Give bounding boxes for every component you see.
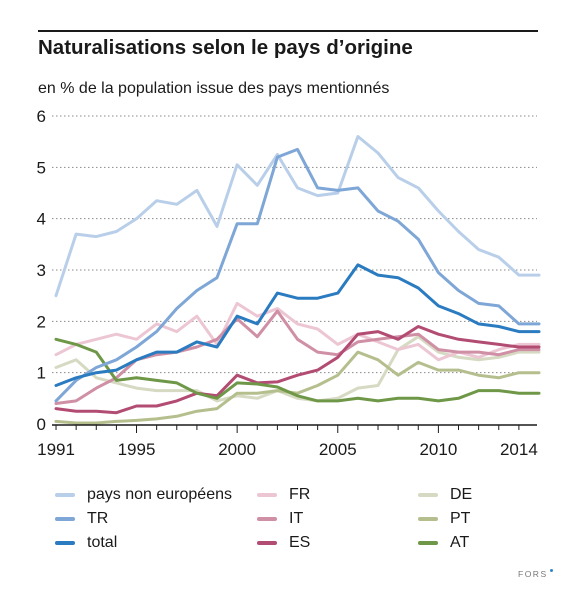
brand-dot-icon bbox=[549, 569, 553, 572]
y-axis-ticks: 0 1 2 3 4 5 6 bbox=[37, 107, 46, 434]
x-tick-label: 2000 bbox=[218, 440, 256, 459]
gridlines bbox=[52, 115, 537, 374]
series-line-total bbox=[54, 263, 541, 387]
y-tick-label: 5 bbox=[37, 158, 46, 177]
x-axis-ticks: 1991 1995 2000 2005 2010 2014 bbox=[37, 425, 538, 459]
x-tick-label: 1991 bbox=[37, 440, 75, 459]
x-tick-label: 2010 bbox=[419, 440, 457, 459]
y-tick-label: 4 bbox=[37, 210, 46, 229]
series-line-tr bbox=[54, 147, 541, 403]
x-tick-label: 1995 bbox=[118, 440, 156, 459]
brand-logo: FORS bbox=[518, 569, 553, 579]
series-line-at bbox=[54, 337, 541, 403]
y-tick-label: 6 bbox=[37, 107, 46, 126]
chart-subtitle: en % de la population issue des pays men… bbox=[38, 80, 390, 97]
series-line-pt bbox=[54, 350, 541, 425]
series-lines bbox=[54, 135, 541, 425]
y-tick-label: 2 bbox=[37, 312, 46, 331]
y-tick-label: 3 bbox=[37, 261, 46, 280]
chart-title: Naturalisations selon le pays d’origine bbox=[38, 36, 413, 59]
x-tick-label: 2005 bbox=[319, 440, 357, 459]
series-line-es bbox=[54, 325, 541, 415]
series-line-pays-non-europeens bbox=[54, 135, 541, 298]
series-line-de bbox=[54, 335, 541, 403]
y-tick-label: 0 bbox=[37, 415, 46, 434]
y-tick-label: 1 bbox=[37, 364, 46, 383]
title-rule bbox=[38, 30, 538, 32]
x-tick-label: 2014 bbox=[500, 440, 538, 459]
